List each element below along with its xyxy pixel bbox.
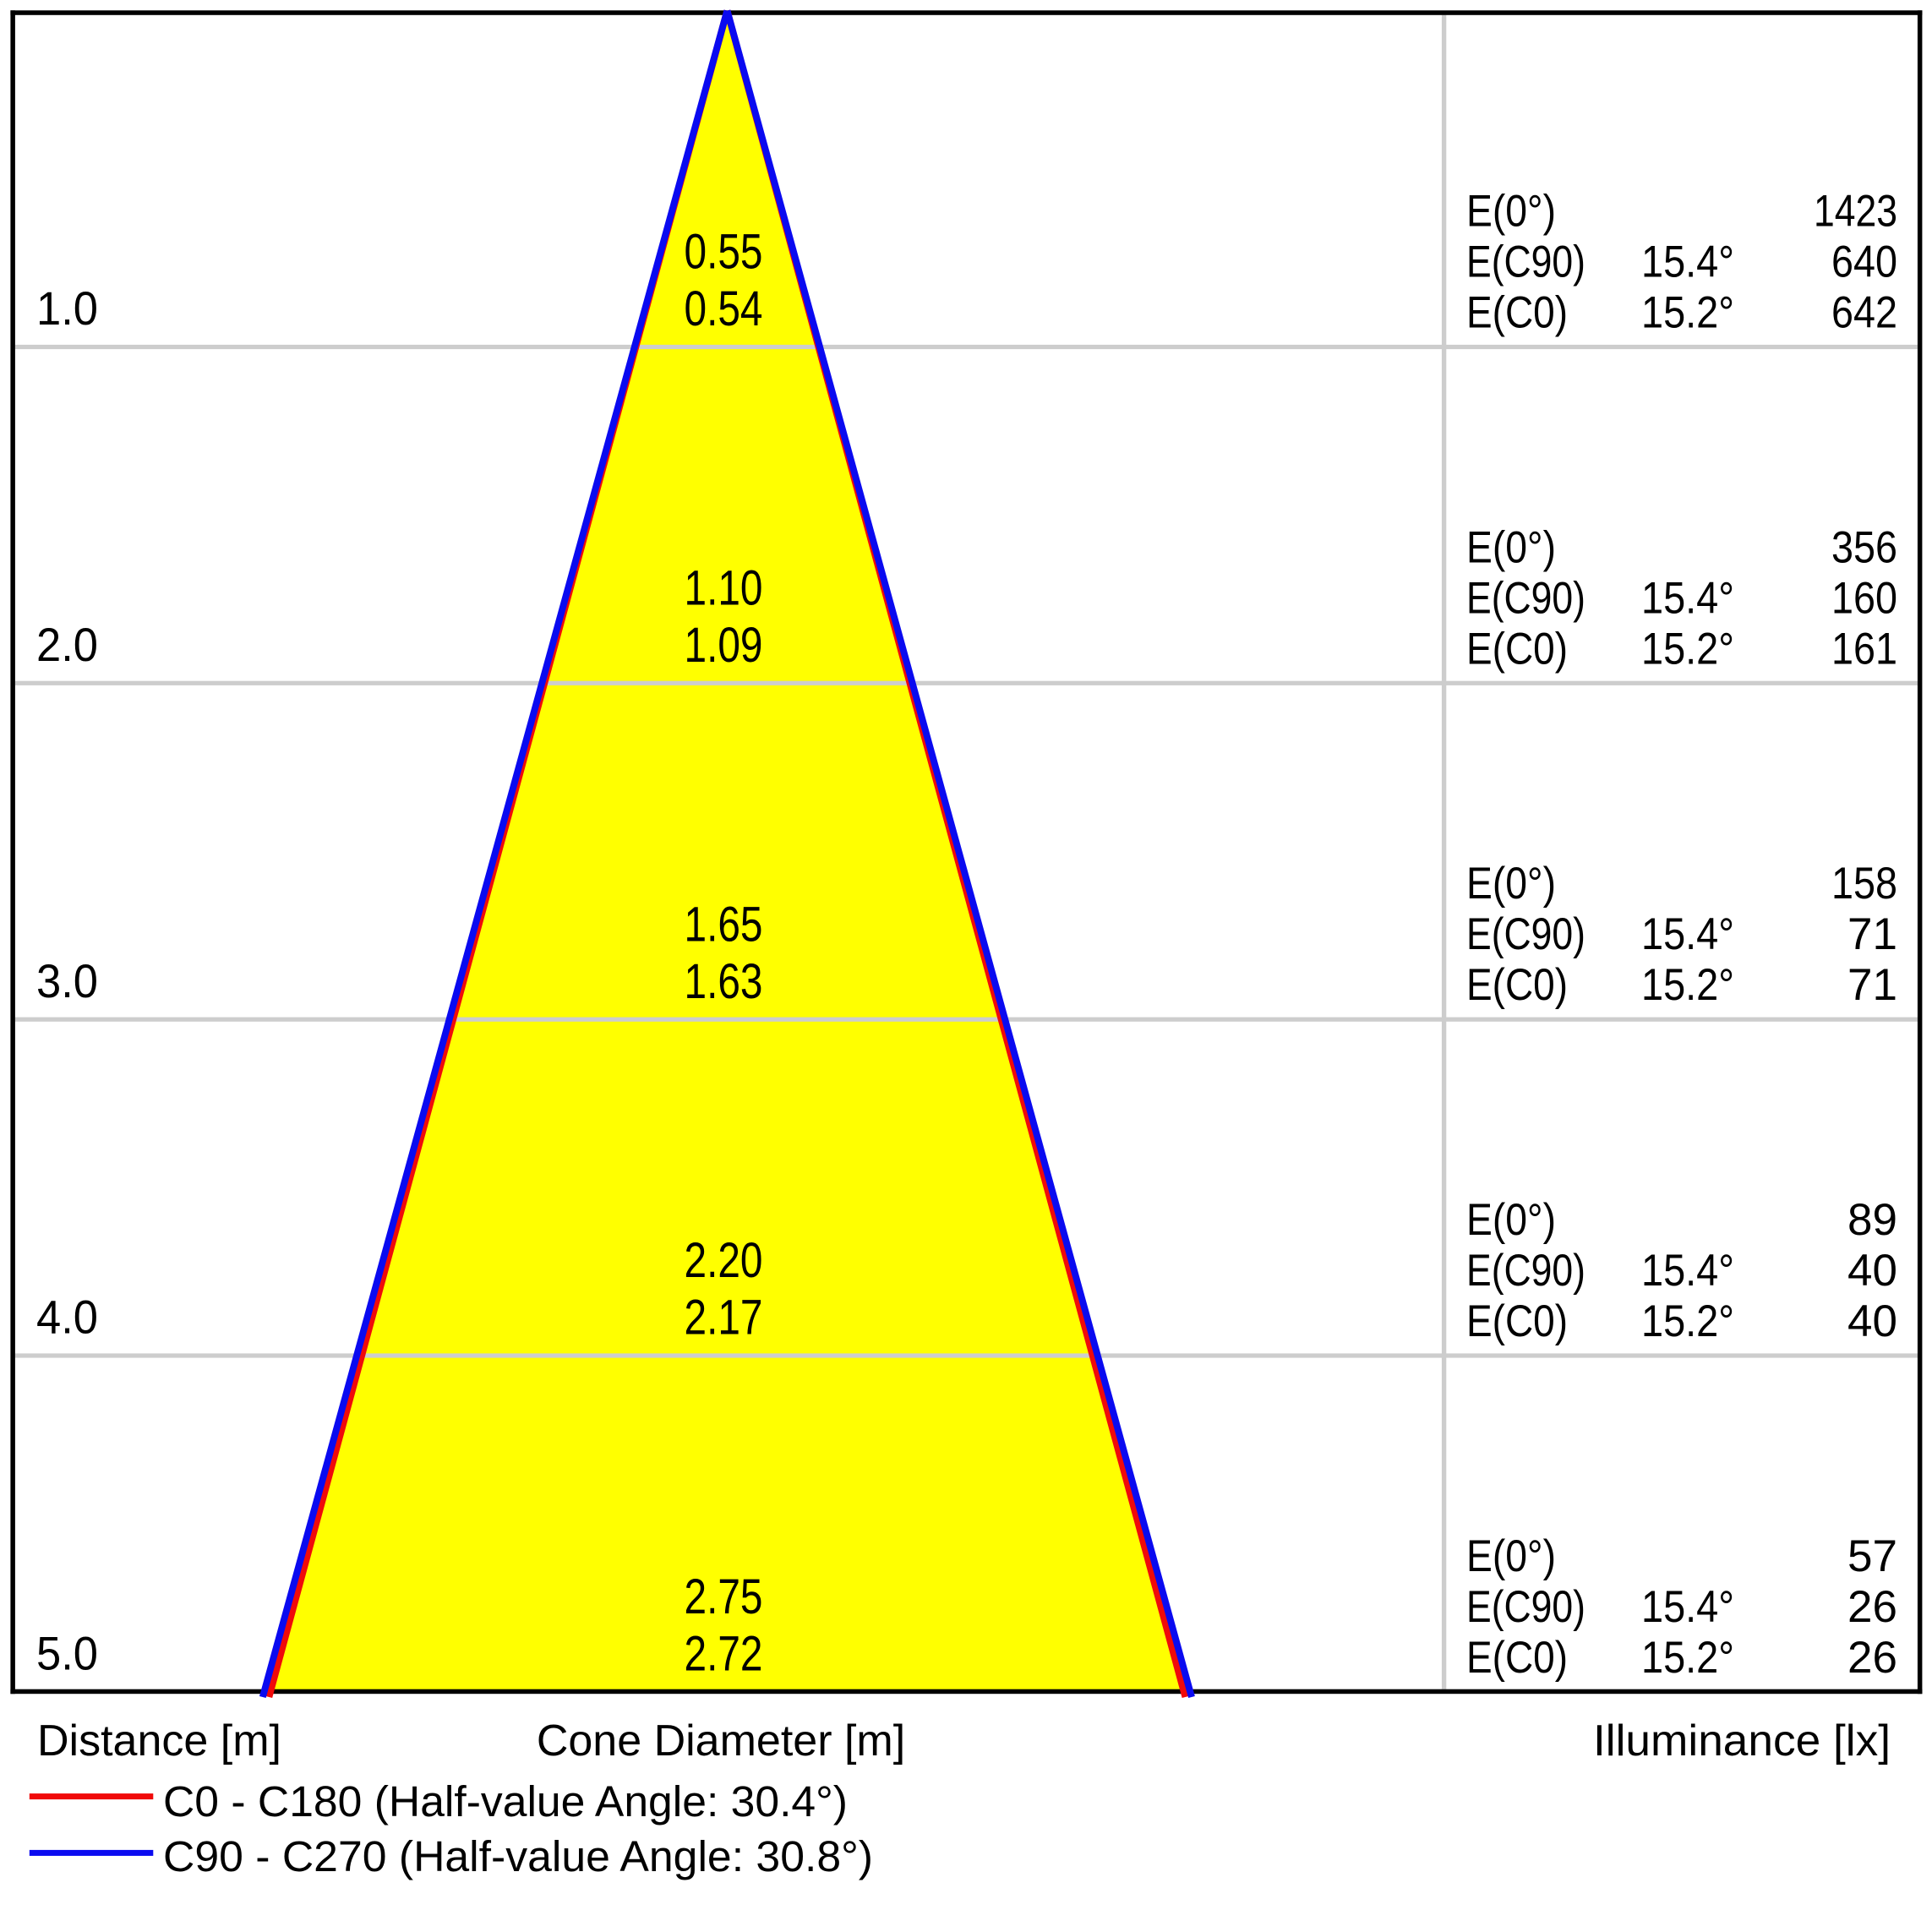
svg-text:C90 - C270 (Half-value Angle:: C90 - C270 (Half-value Angle: 30.8°) bbox=[163, 1832, 873, 1880]
svg-text:0.54: 0.54 bbox=[685, 281, 763, 336]
svg-text:E(0°): E(0°) bbox=[1466, 1195, 1556, 1245]
svg-text:E(0°): E(0°) bbox=[1466, 522, 1556, 572]
svg-text:158: 158 bbox=[1831, 859, 1897, 909]
svg-text:E(C0): E(C0) bbox=[1466, 1296, 1568, 1346]
svg-text:642: 642 bbox=[1831, 288, 1897, 338]
svg-text:40: 40 bbox=[1847, 1296, 1897, 1346]
svg-text:356: 356 bbox=[1831, 522, 1897, 572]
svg-text:E(C90): E(C90) bbox=[1466, 237, 1585, 287]
svg-text:2.0: 2.0 bbox=[36, 618, 98, 671]
svg-text:1.09: 1.09 bbox=[685, 618, 763, 673]
svg-text:0.55: 0.55 bbox=[685, 225, 763, 280]
svg-text:E(0°): E(0°) bbox=[1466, 187, 1556, 237]
svg-text:3.0: 3.0 bbox=[36, 954, 98, 1007]
svg-text:15.2°: 15.2° bbox=[1641, 624, 1734, 674]
svg-text:71: 71 bbox=[1847, 960, 1897, 1010]
svg-text:E(0°): E(0°) bbox=[1466, 859, 1556, 909]
svg-text:2.17: 2.17 bbox=[685, 1291, 763, 1345]
svg-text:2.20: 2.20 bbox=[685, 1233, 763, 1288]
svg-text:E(C0): E(C0) bbox=[1466, 1633, 1568, 1683]
svg-text:Cone Diameter [m]: Cone Diameter [m] bbox=[537, 1716, 905, 1766]
svg-text:26: 26 bbox=[1847, 1582, 1897, 1632]
svg-text:89: 89 bbox=[1847, 1195, 1897, 1245]
svg-text:15.4°: 15.4° bbox=[1641, 573, 1734, 623]
svg-text:1.10: 1.10 bbox=[685, 561, 763, 616]
svg-text:1.0: 1.0 bbox=[36, 281, 98, 335]
svg-text:E(C0): E(C0) bbox=[1466, 960, 1568, 1010]
svg-text:15.4°: 15.4° bbox=[1641, 909, 1734, 959]
svg-text:1.63: 1.63 bbox=[685, 954, 763, 1009]
svg-text:E(C90): E(C90) bbox=[1466, 1582, 1585, 1632]
svg-text:15.2°: 15.2° bbox=[1641, 1633, 1734, 1683]
svg-text:Illuminance [lx]: Illuminance [lx] bbox=[1593, 1716, 1891, 1766]
svg-text:Distance [m]: Distance [m] bbox=[37, 1716, 281, 1766]
svg-text:2.72: 2.72 bbox=[685, 1627, 763, 1682]
svg-text:5.0: 5.0 bbox=[36, 1626, 98, 1679]
svg-text:E(C90): E(C90) bbox=[1466, 909, 1585, 959]
svg-text:15.2°: 15.2° bbox=[1641, 960, 1734, 1010]
svg-text:161: 161 bbox=[1831, 624, 1897, 674]
svg-text:E(0°): E(0°) bbox=[1466, 1531, 1556, 1581]
svg-text:1423: 1423 bbox=[1814, 187, 1897, 237]
svg-text:E(C0): E(C0) bbox=[1466, 288, 1568, 338]
svg-text:15.4°: 15.4° bbox=[1641, 237, 1734, 287]
svg-text:1.65: 1.65 bbox=[685, 897, 763, 952]
svg-text:E(C90): E(C90) bbox=[1466, 573, 1585, 623]
svg-text:4.0: 4.0 bbox=[36, 1291, 98, 1344]
svg-text:26: 26 bbox=[1847, 1633, 1897, 1683]
svg-text:640: 640 bbox=[1831, 237, 1897, 287]
svg-text:160: 160 bbox=[1831, 573, 1897, 623]
svg-text:2.75: 2.75 bbox=[685, 1569, 763, 1624]
svg-text:57: 57 bbox=[1847, 1531, 1897, 1581]
svg-text:71: 71 bbox=[1847, 909, 1897, 959]
svg-text:40: 40 bbox=[1847, 1246, 1897, 1296]
svg-text:15.2°: 15.2° bbox=[1641, 288, 1734, 338]
svg-text:15.4°: 15.4° bbox=[1641, 1582, 1734, 1632]
svg-text:15.2°: 15.2° bbox=[1641, 1296, 1734, 1346]
svg-text:E(C90): E(C90) bbox=[1466, 1246, 1585, 1296]
svg-text:E(C0): E(C0) bbox=[1466, 624, 1568, 674]
svg-text:C0 - C180 (Half-value Angle: 3: C0 - C180 (Half-value Angle: 30.4°) bbox=[163, 1777, 848, 1826]
svg-text:15.4°: 15.4° bbox=[1641, 1246, 1734, 1296]
